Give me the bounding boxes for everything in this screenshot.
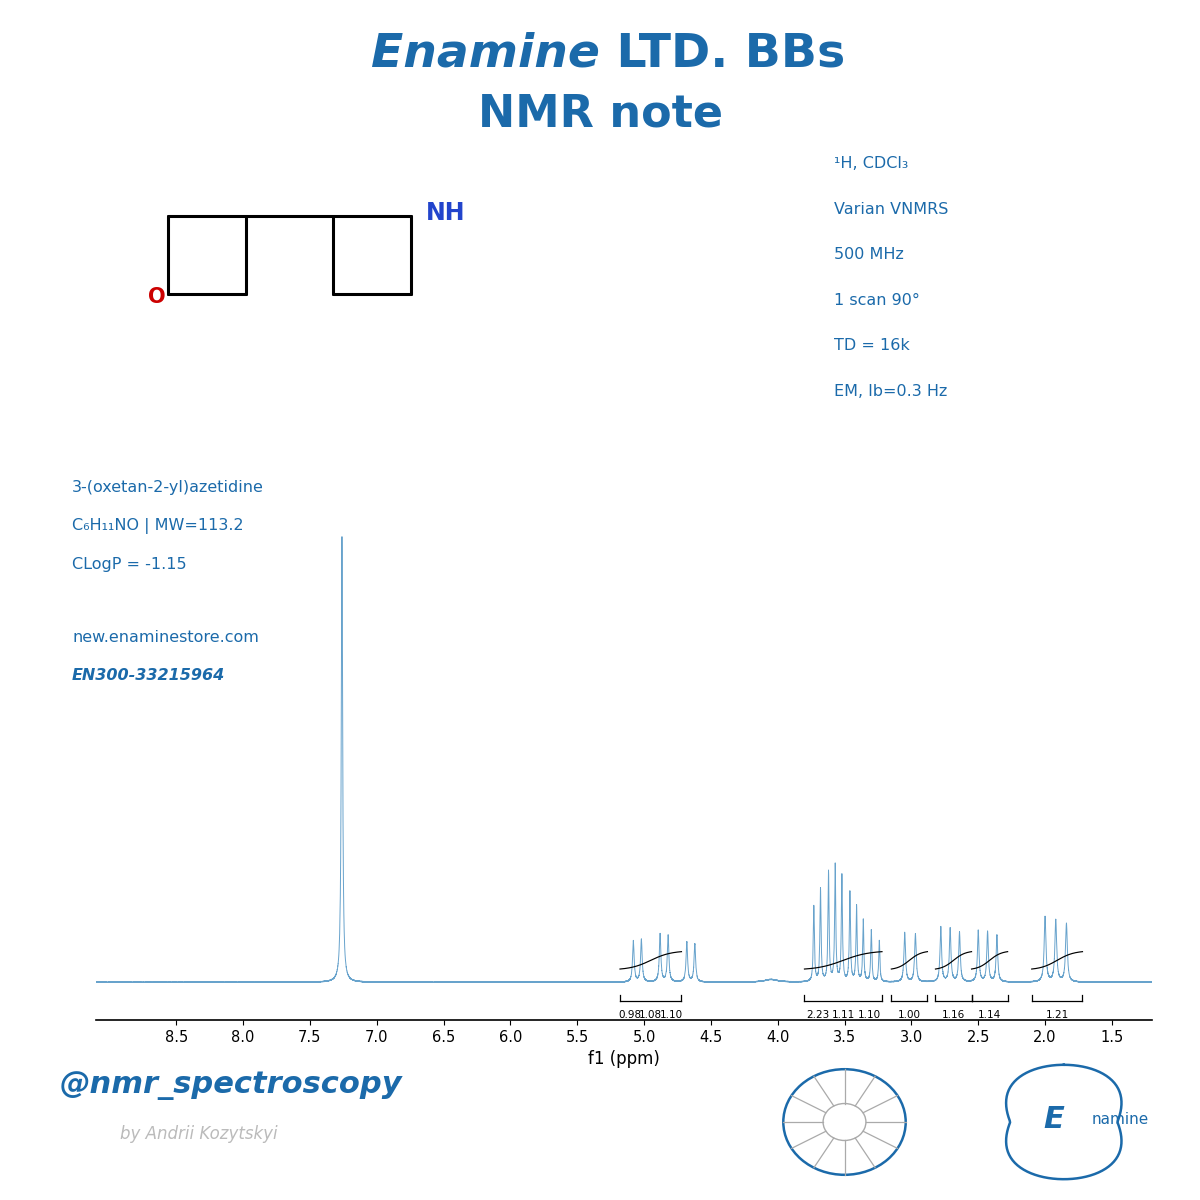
Text: C₆H₁₁NO | MW=113.2: C₆H₁₁NO | MW=113.2 (72, 518, 244, 534)
Text: CLogP = -1.15: CLogP = -1.15 (72, 557, 187, 571)
Text: 500 MHz: 500 MHz (834, 247, 904, 262)
Text: NH: NH (426, 200, 466, 226)
Text: 1.14: 1.14 (978, 1010, 1001, 1020)
X-axis label: f1 (ppm): f1 (ppm) (588, 1050, 660, 1068)
Text: O: O (149, 287, 166, 307)
Text: EN300-33215964: EN300-33215964 (72, 668, 226, 683)
Text: 1.10: 1.10 (660, 1010, 683, 1020)
Text: 1.21: 1.21 (1045, 1010, 1069, 1020)
Text: 3-(oxetan-2-yl)azetidine: 3-(oxetan-2-yl)azetidine (72, 480, 264, 494)
Text: EM, lb=0.3 Hz: EM, lb=0.3 Hz (834, 384, 947, 398)
Text: 1.00: 1.00 (898, 1010, 920, 1020)
Text: 2.23: 2.23 (805, 1010, 829, 1020)
Text: LTD. BBs: LTD. BBs (600, 31, 845, 77)
Text: Varian VNMRS: Varian VNMRS (834, 202, 948, 216)
Text: 1.10: 1.10 (858, 1010, 881, 1020)
Text: ¹H, CDCl₃: ¹H, CDCl₃ (834, 156, 908, 170)
Text: @nmr_spectroscopy: @nmr_spectroscopy (60, 1072, 403, 1100)
Text: 1.16: 1.16 (942, 1010, 965, 1020)
Text: NMR note: NMR note (478, 92, 722, 136)
Text: 1.11: 1.11 (832, 1010, 854, 1020)
Text: E: E (1043, 1105, 1064, 1134)
Text: new.enaminestore.com: new.enaminestore.com (72, 630, 259, 646)
Text: Enamine: Enamine (371, 31, 600, 77)
Text: 1 scan 90°: 1 scan 90° (834, 293, 920, 307)
Text: by Andrii Kozytskyi: by Andrii Kozytskyi (120, 1126, 277, 1142)
Text: 0.98: 0.98 (619, 1010, 642, 1020)
Text: 1.08: 1.08 (640, 1010, 662, 1020)
Text: namine: namine (1092, 1112, 1150, 1127)
Text: TD = 16k: TD = 16k (834, 338, 910, 353)
